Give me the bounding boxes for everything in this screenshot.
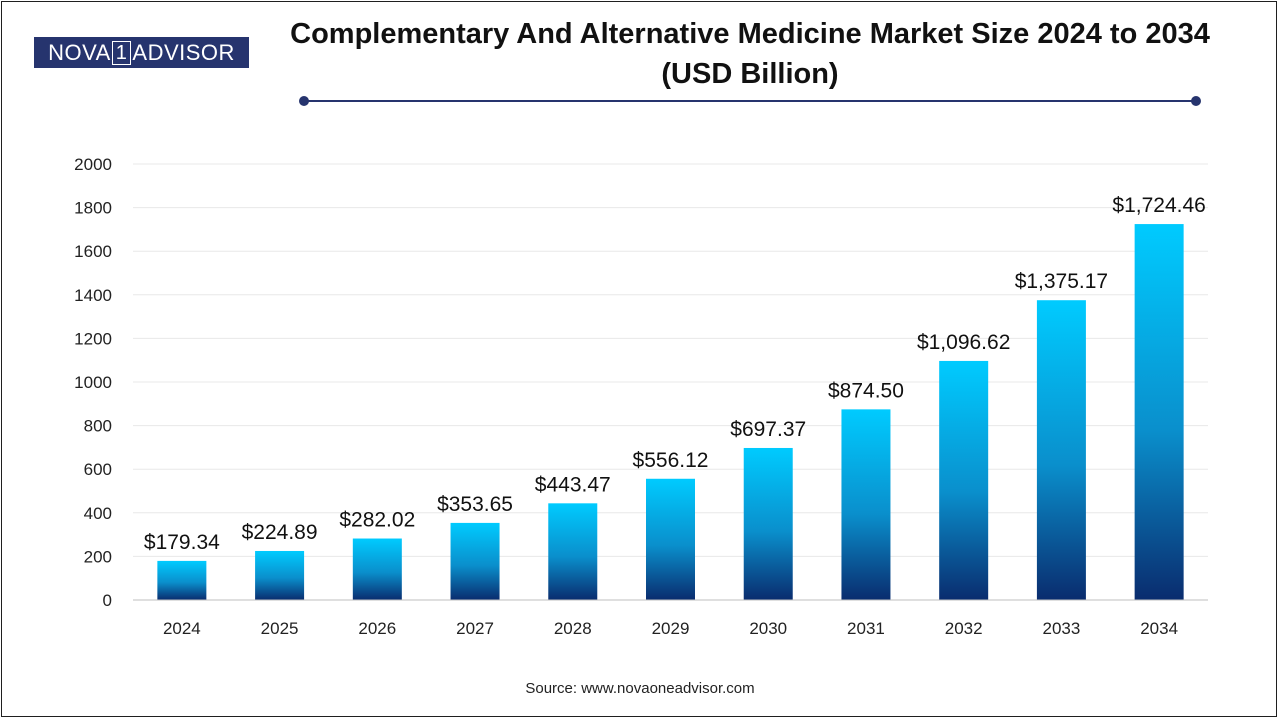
x-tick-label-2034: 2034 (1140, 619, 1178, 638)
logo-text-left: NOVA (48, 39, 111, 65)
x-tick-label-2026: 2026 (358, 619, 396, 638)
bar-2031 (841, 409, 891, 600)
data-label-2026: $282.02 (339, 509, 415, 532)
bar-2029 (646, 478, 695, 600)
data-label-2030: $697.37 (730, 418, 806, 441)
bar-2027 (450, 522, 500, 600)
x-tick-label-2031: 2031 (847, 619, 885, 638)
x-tick-label-2033: 2033 (1042, 619, 1080, 638)
logo-text-right: ADVISOR (132, 39, 235, 65)
y-tick-label: 2000 (74, 155, 112, 174)
x-tick-label-2025: 2025 (261, 619, 299, 638)
y-tick-label: 1600 (74, 242, 112, 261)
y-tick-label: 1200 (74, 329, 112, 348)
data-label-2033: $1,375.17 (1015, 270, 1108, 293)
y-tick-label: 400 (84, 504, 112, 523)
underline-left-dot (299, 96, 309, 106)
y-tick-label: 1400 (74, 286, 112, 305)
data-label-2032: $1,096.62 (917, 331, 1010, 354)
x-tick-label-2029: 2029 (652, 619, 690, 638)
bar-2033 (1036, 300, 1086, 600)
data-label-2029: $556.12 (633, 449, 709, 472)
x-tick-label-2030: 2030 (749, 619, 787, 638)
data-label-2025: $224.89 (242, 521, 318, 544)
bar-2030 (743, 447, 793, 600)
y-tick-label: 600 (84, 460, 112, 479)
logo-number: 1 (111, 40, 132, 65)
x-tick-label-2027: 2027 (456, 619, 494, 638)
nova-advisor-logo: NOVA 1 ADVISOR (34, 37, 249, 68)
y-tick-label: 0 (103, 591, 112, 610)
y-tick-label: 800 (84, 417, 112, 436)
bar-2026 (352, 538, 402, 600)
title-underline (299, 95, 1201, 107)
y-tick-label: 1800 (74, 199, 112, 218)
bar-2034 (1134, 224, 1184, 600)
bar-2024 (157, 560, 207, 600)
bar-2028 (548, 503, 598, 600)
underline-right-dot (1191, 96, 1201, 106)
x-tick-label-2028: 2028 (554, 619, 592, 638)
data-label-2024: $179.34 (144, 531, 220, 554)
x-tick-label-2024: 2024 (163, 619, 201, 638)
data-label-2028: $443.47 (535, 473, 611, 496)
data-label-2027: $353.65 (437, 493, 513, 516)
source-note: Source: www.novaoneadvisor.com (525, 680, 755, 697)
data-label-2034: $1,724.46 (1112, 194, 1205, 217)
chart-title: Complementary And Alternative Medicine M… (290, 18, 1210, 90)
y-tick-label: 200 (84, 547, 112, 566)
data-label-2031: $874.50 (828, 379, 904, 402)
x-tick-label-2032: 2032 (945, 619, 983, 638)
bar-2025 (255, 550, 305, 600)
bar-2032 (939, 360, 989, 600)
y-tick-label: 1000 (74, 373, 112, 392)
